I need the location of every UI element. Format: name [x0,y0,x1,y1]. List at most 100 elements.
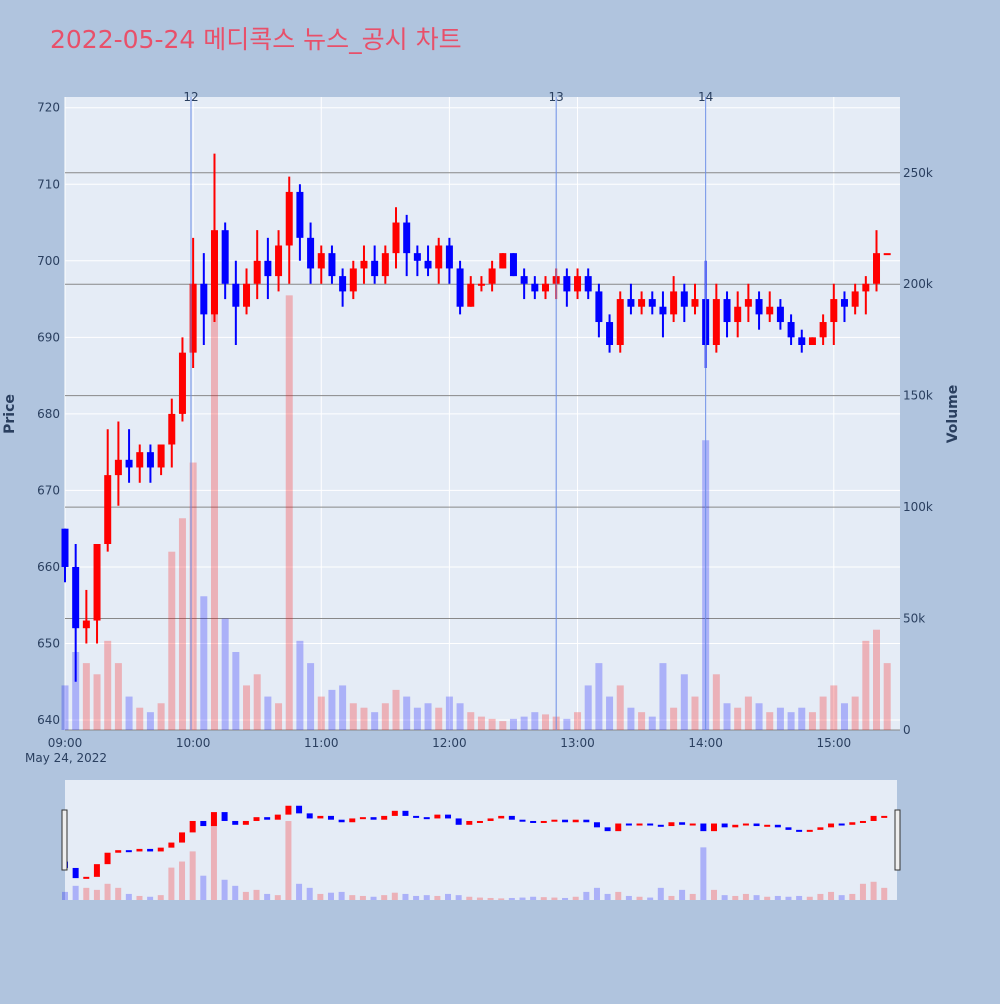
mini-candle [83,876,90,879]
mini-candle [370,817,377,820]
candle-body [520,276,528,284]
mini-candle [583,819,590,823]
mini-volume-bar [828,891,835,900]
candle-body [830,299,838,323]
candle-body [82,620,90,629]
volume-bar [456,703,464,730]
candle-body [136,452,144,468]
y-tick-label: 650 [37,637,60,651]
mini-volume-bar [445,893,452,900]
mini-volume-bar [434,895,441,900]
candle-body [435,245,443,269]
volume-bar [606,696,614,730]
volume-bar [168,551,176,730]
candle-body [862,283,870,292]
volume-bar [531,712,539,730]
candle-body [808,337,816,345]
candle-body [157,444,165,468]
range-slider[interactable] [65,780,897,900]
mini-candle [423,817,430,820]
volume-bar [520,716,528,730]
mini-candle [625,823,632,826]
volume-bar [488,718,496,730]
mini-candle [562,819,569,823]
volume-bar [61,685,69,730]
mini-volume-bar [817,893,824,900]
mini-volume-bar [147,896,154,900]
range-handle[interactable] [61,809,68,871]
candle-body [851,291,859,307]
candle-body [285,191,293,246]
candle-body [648,299,656,307]
volume-bar [873,629,881,730]
volume-bar [851,696,859,730]
mini-volume-bar [466,896,473,900]
volume-bar [563,718,571,730]
candle-body [541,283,549,292]
candle-body [307,237,315,269]
volume-bar [360,707,368,730]
volume-bar [200,596,208,730]
mini-candle [604,827,611,832]
candle-body [712,299,720,345]
y-tick-label: 710 [37,177,60,191]
candle-body [253,260,261,284]
candle-body [499,253,507,269]
mini-candle [870,815,877,821]
mini-volume-bar [232,885,239,900]
mini-volume-bar [62,891,68,900]
candle-body [659,306,667,315]
mini-candle [381,815,388,820]
mini-candle [753,823,760,827]
y-tick-label: 660 [37,560,60,574]
volume-bar [307,663,315,730]
mini-volume-bar [83,887,90,900]
mini-volume-bar [647,897,654,900]
volume-bar [253,674,261,730]
mini-volume-bar [689,893,696,900]
mini-candle [700,823,707,832]
volume-bar [734,707,742,730]
candle-body [691,299,699,307]
news-label: 12 [183,90,198,104]
x-tick-label: 13:00 [560,736,595,750]
candle-body [317,253,325,269]
candle-body [723,299,731,323]
mini-candle [359,817,366,820]
volume-bar [296,640,304,730]
mini-candle [657,824,664,827]
mini-volume-bar [870,881,877,900]
candle-body [819,322,827,338]
mini-candle [838,823,845,826]
candle-body [210,230,218,315]
candle-body [328,253,336,277]
mini-volume-bar [721,895,728,900]
y-tick-label: 690 [37,330,60,344]
y2-tick-label: 0 [903,723,911,737]
mini-candle [498,815,505,819]
volume-bar [104,640,112,730]
mini-candle [221,812,228,821]
candle-body [349,268,357,292]
y-tick-label: 670 [37,483,60,497]
mini-candle [274,814,281,820]
mini-volume-bar [317,893,324,900]
mini-volume-bar [242,891,249,900]
volume-bar [712,674,720,730]
mini-candle [179,832,186,843]
mini-candle [881,815,888,818]
candle-body [766,306,774,315]
mini-candle [859,820,866,823]
candle-body [734,306,742,323]
x-tick-label: 15:00 [817,736,852,750]
range-handle[interactable] [894,809,901,871]
mini-candle [476,820,483,823]
x-tick-label: 12:00 [432,736,467,750]
mini-volume-bar [711,889,718,900]
volume-bar [381,703,389,730]
candle-body [488,268,496,284]
candle-body [798,337,806,345]
mini-volume-bar [455,895,462,900]
candle-body [873,253,881,284]
mini-candle [540,820,547,823]
